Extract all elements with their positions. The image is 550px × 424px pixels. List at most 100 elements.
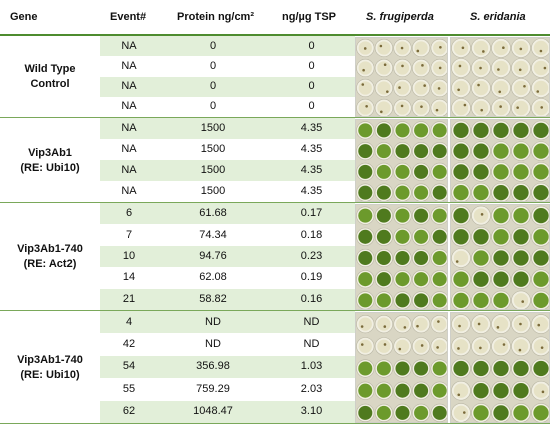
plate-photo-s-eridania xyxy=(450,37,550,117)
header-divider xyxy=(0,34,550,36)
plate-photo-s-frugiperda xyxy=(355,312,448,423)
ng-tsp-cell: 4.35 xyxy=(300,164,323,176)
table-row: 54 356.98 1.03 xyxy=(100,355,355,379)
ng-tsp-cell: 4.35 xyxy=(300,122,323,134)
event-cell: NA xyxy=(121,59,137,72)
protein-cell: 94.76 xyxy=(199,249,227,262)
protein-cell: 1500 xyxy=(200,143,226,155)
ng-tsp-cell: 0.17 xyxy=(300,207,323,220)
protein-cell: 0 xyxy=(209,59,217,72)
header-s-frugiperda: S. frugiperda xyxy=(366,11,434,23)
gene-name: Wild Type xyxy=(24,63,76,75)
ng-tsp-cell: 0 xyxy=(308,80,315,93)
event-cell: 7 xyxy=(125,228,133,241)
gene-regulatory-element: (RE: Ubi10) xyxy=(20,161,80,174)
plate-photo-s-eridania xyxy=(450,119,550,202)
event-cell: 62 xyxy=(122,405,136,418)
event-cell: 21 xyxy=(122,292,136,305)
header-s-eridania: S. eridania xyxy=(470,11,526,23)
table-row: 55 759.29 2.03 xyxy=(100,378,355,400)
plate-photo-s-frugiperda xyxy=(355,37,448,117)
table-row: 14 62.08 0.19 xyxy=(100,267,355,288)
table-row: NA 1500 4.35 xyxy=(100,139,355,160)
event-cell: NA xyxy=(121,143,137,155)
protein-cell: 1048.47 xyxy=(193,405,233,418)
event-cell: NA xyxy=(121,80,137,93)
table-row: 10 94.76 0.23 xyxy=(100,245,355,268)
protein-cell: 0 xyxy=(209,100,217,113)
ng-tsp-cell: 0.16 xyxy=(300,292,323,305)
header-gene: Gene xyxy=(10,11,38,23)
ng-tsp-cell: 0.23 xyxy=(300,249,323,262)
event-cell: 14 xyxy=(122,271,136,284)
protein-cell: 1500 xyxy=(200,185,226,197)
header-event: Event# xyxy=(110,11,147,23)
protein-cell: 74.34 xyxy=(199,228,227,241)
group-separator xyxy=(0,117,550,118)
protein-cell: 58.82 xyxy=(199,292,227,305)
ng-tsp-cell: 4.35 xyxy=(300,185,323,197)
plate-photo-s-frugiperda xyxy=(355,119,448,202)
protein-cell: 1500 xyxy=(200,122,226,134)
gene-regulatory-element: Control xyxy=(30,78,70,90)
gene-label: Wild Type Control xyxy=(0,36,100,118)
protein-cell: 0 xyxy=(209,80,217,93)
protein-cell: 62.08 xyxy=(199,271,227,284)
table-header: Gene Event# Protein ng/cm² ng/µg TSP S. … xyxy=(0,0,550,36)
ng-tsp-cell: ND xyxy=(303,315,320,328)
table-row: NA 1500 4.35 xyxy=(100,118,355,139)
plate-photo-s-frugiperda xyxy=(355,204,448,310)
gene-name: Vip3Ab1 xyxy=(28,146,72,159)
gene-name: Vip3Ab1-740 xyxy=(17,353,83,366)
protein-cell: 0 xyxy=(209,39,217,52)
gene-regulatory-element: (RE: Act2) xyxy=(23,258,77,270)
protein-cell: ND xyxy=(205,338,221,351)
event-cell: 54 xyxy=(122,360,136,373)
table-row: 4 ND ND xyxy=(100,311,355,334)
event-cell: NA xyxy=(121,122,137,134)
table-row: 62 1048.47 3.10 xyxy=(100,400,355,423)
ng-tsp-cell: 3.10 xyxy=(300,405,323,418)
event-cell: 42 xyxy=(122,338,136,351)
protein-cell: ND xyxy=(205,315,221,328)
event-cell: 4 xyxy=(125,315,133,328)
event-cell: 6 xyxy=(125,207,133,220)
event-cell: NA xyxy=(121,185,137,197)
table-row: 7 74.34 0.18 xyxy=(100,224,355,245)
plate-photo-s-eridania xyxy=(450,312,550,423)
ng-tsp-cell: 1.03 xyxy=(300,360,323,373)
gene-name: Vip3Ab1-740 xyxy=(17,243,83,255)
table-row: 42 ND ND xyxy=(100,333,355,355)
gene-label: Vip3Ab1 (RE: Ubi10) xyxy=(0,118,100,203)
ng-tsp-cell: 0 xyxy=(308,100,315,113)
table-row: NA 0 0 xyxy=(100,76,355,97)
table-row: NA 0 0 xyxy=(100,56,355,76)
table-row: NA 1500 4.35 xyxy=(100,160,355,181)
ng-tsp-cell: ND xyxy=(303,338,320,351)
group-separator xyxy=(0,202,550,203)
table-row: NA 1500 4.35 xyxy=(100,181,355,202)
table-row: NA 0 0 xyxy=(100,97,355,117)
protein-cell: 356.98 xyxy=(196,360,230,373)
header-ng-tsp: ng/µg TSP xyxy=(282,11,337,23)
ng-tsp-cell: 2.03 xyxy=(300,382,323,395)
protein-cell: 61.68 xyxy=(199,207,227,220)
header-protein: Protein ng/cm² xyxy=(177,11,255,23)
table-row: NA 0 0 xyxy=(100,36,355,57)
table-row: 21 58.82 0.16 xyxy=(100,288,355,310)
ng-tsp-cell: 0.19 xyxy=(300,271,323,284)
group-separator xyxy=(0,310,550,311)
event-cell: 55 xyxy=(122,382,136,395)
protein-cell: 1500 xyxy=(200,164,226,176)
plate-photo-s-eridania xyxy=(450,204,550,310)
event-cell: NA xyxy=(121,39,137,52)
table-row: 6 61.68 0.17 xyxy=(100,203,355,225)
ng-tsp-cell: 0.18 xyxy=(300,228,323,241)
protein-cell: 759.29 xyxy=(196,382,230,395)
event-cell: 10 xyxy=(122,249,136,262)
ng-tsp-cell: 0 xyxy=(308,39,315,52)
gene-regulatory-element: (RE: Ubi10) xyxy=(20,368,80,381)
event-cell: NA xyxy=(121,100,137,113)
gene-label: Vip3Ab1-740 (RE: Act2) xyxy=(0,203,100,311)
